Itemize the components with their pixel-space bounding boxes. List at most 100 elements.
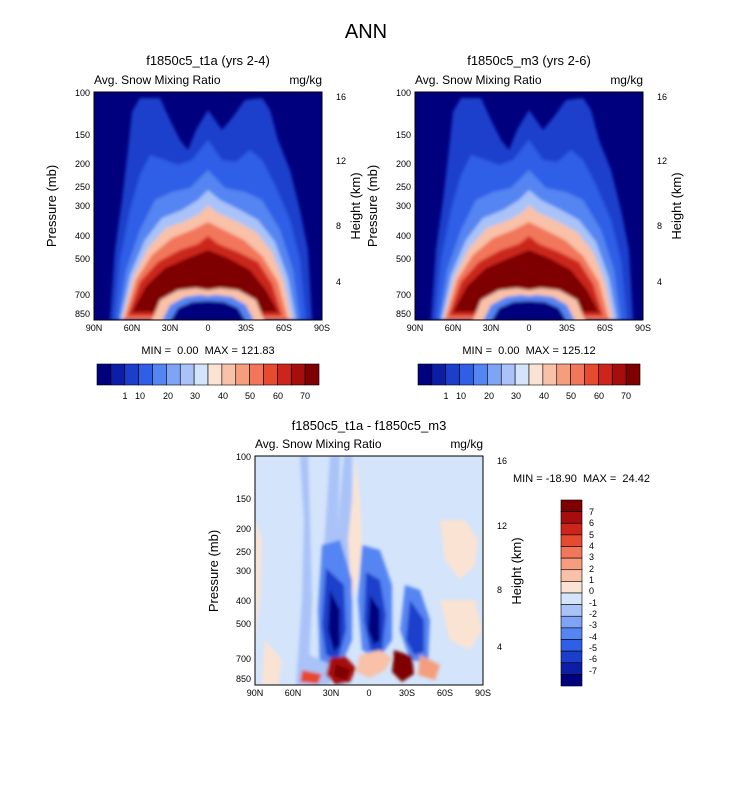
y-tick: 850: [396, 309, 411, 319]
colorbar-swatch: [487, 363, 502, 386]
y-axis-label: Pressure (mb): [365, 165, 380, 247]
x-tick: 60N: [445, 323, 462, 333]
cbar-tick: 1: [443, 391, 448, 401]
cbar-tick: 70: [621, 391, 631, 401]
colorbar-swatch: [560, 604, 583, 617]
x-tick: 90N: [86, 323, 103, 333]
cbar-tick: 5: [589, 530, 594, 540]
y-ticks: 100 150 200 250 300 400 500 700 850: [236, 452, 251, 684]
height-tick: 4: [657, 277, 662, 287]
colorbar-swatch: [179, 363, 195, 386]
y-axis-label: Pressure (mb): [44, 165, 59, 247]
colorbar-swatch: [221, 363, 237, 386]
min-max-stats: MIN = 0.00 MAX = 125.12: [462, 345, 595, 357]
cbar-tick: 50: [245, 391, 255, 401]
y-tick: 200: [396, 159, 411, 169]
colorbar-swatch: [556, 363, 571, 386]
height-tick: 4: [336, 277, 341, 287]
cbar-tick: 1: [122, 391, 127, 401]
colorbar-swatch: [560, 511, 583, 524]
y-ticks: 100 150 200 250 300 400 500 700 850: [396, 88, 411, 319]
x-tick: 60S: [597, 323, 613, 333]
colorbar: [560, 499, 583, 687]
colorbar-swatch: [235, 363, 250, 386]
colorbar-swatch: [560, 615, 583, 629]
x-tick: 90S: [475, 688, 491, 698]
height-tick: 12: [497, 521, 507, 531]
colorbar-swatch: [124, 363, 139, 386]
x-tick: 60N: [124, 323, 141, 333]
y-tick: 700: [236, 654, 251, 664]
height-tick: 8: [497, 585, 502, 595]
y-tick: 700: [396, 290, 411, 300]
cbar-tick: 1: [589, 575, 594, 585]
cbar-tick: 20: [163, 391, 173, 401]
colorbar-swatch: [560, 534, 583, 547]
y-tick: 250: [236, 547, 251, 557]
cbar-tick: 70: [300, 391, 310, 401]
contour-field: [415, 92, 643, 320]
y-tick: 300: [75, 201, 90, 211]
subtitle-left: Avg. Snow Mixing Ratio: [94, 73, 221, 87]
colorbar-swatch: [560, 650, 583, 664]
colorbar-swatch: [96, 363, 112, 386]
height-tick: 16: [657, 92, 667, 102]
cbar-tick: -5: [589, 643, 597, 653]
cbar-tick: -7: [589, 666, 597, 676]
y-ticks-right: 16 12 8 4: [497, 456, 507, 652]
y-axis-label-right: Height (km): [509, 537, 524, 604]
colorbar-swatch: [560, 569, 583, 582]
colorbar-swatch: [500, 363, 516, 386]
colorbar-swatch: [110, 363, 126, 386]
subtitle-left: Avg. Snow Mixing Ratio: [415, 73, 542, 87]
y-tick: 150: [396, 130, 411, 140]
subtitle-units: mg/kg: [289, 73, 322, 87]
cbar-tick: 2: [589, 564, 594, 574]
contour-field: [94, 92, 322, 320]
height-tick: 8: [336, 221, 341, 231]
y-tick: 100: [236, 452, 251, 462]
y-ticks: 100 150 200 250 300 400 500 700 850: [75, 88, 90, 319]
x-tick: 0: [526, 323, 531, 333]
height-tick: 16: [336, 92, 346, 102]
panel-title: f1850c5_t1a - f1850c5_m3: [292, 418, 447, 433]
min-max-stats: MIN = 0.00 MAX = 121.83: [141, 345, 274, 357]
cbar-tick: 0: [589, 586, 594, 596]
colorbar-swatch: [445, 363, 460, 386]
colorbar-ticks: 1 10 20 30 40 50 60 70: [443, 391, 631, 401]
cbar-tick: 7: [589, 507, 594, 517]
cbar-tick: 60: [273, 391, 283, 401]
y-tick: 700: [75, 290, 90, 300]
x-tick: 0: [366, 688, 371, 698]
cbar-tick: 10: [135, 391, 145, 401]
colorbar-swatch: [542, 363, 558, 386]
subtitle-units: mg/kg: [610, 73, 643, 87]
y-tick: 500: [236, 619, 251, 629]
colorbar-swatch: [560, 581, 583, 594]
colorbar-swatch: [560, 627, 583, 640]
subtitle-left: Avg. Snow Mixing Ratio: [255, 437, 382, 451]
colorbar-ticks: 7 6 5 4 3 2 1 0 -1 -2 -3 -4 -5 -6 -7: [589, 507, 597, 676]
colorbar-swatch: [584, 363, 599, 386]
colorbar-swatch: [473, 363, 488, 386]
panel-title: f1850c5_m3 (yrs 2-6): [467, 53, 591, 68]
y-ticks-right: 16 12 8 4: [336, 92, 346, 287]
y-tick: 300: [396, 201, 411, 211]
colorbar-swatch: [290, 363, 306, 386]
colorbar-swatch: [560, 662, 583, 675]
y-tick: 200: [236, 524, 251, 534]
y-tick: 400: [75, 231, 90, 241]
colorbar-swatch: [459, 363, 474, 386]
colorbar-swatch: [560, 557, 583, 571]
y-tick: 850: [236, 674, 251, 684]
height-tick: 12: [336, 156, 346, 166]
x-tick: 30S: [559, 323, 575, 333]
x-tick: 30N: [323, 688, 340, 698]
cbar-tick: 30: [511, 391, 521, 401]
colorbar-swatch: [431, 363, 447, 386]
x-tick: 30N: [483, 323, 500, 333]
x-ticks: 90N 60N 30N 0 30S 60S 90S: [86, 323, 330, 333]
cbar-tick: -4: [589, 632, 597, 642]
y-tick: 500: [75, 254, 90, 264]
x-tick: 60S: [276, 323, 292, 333]
